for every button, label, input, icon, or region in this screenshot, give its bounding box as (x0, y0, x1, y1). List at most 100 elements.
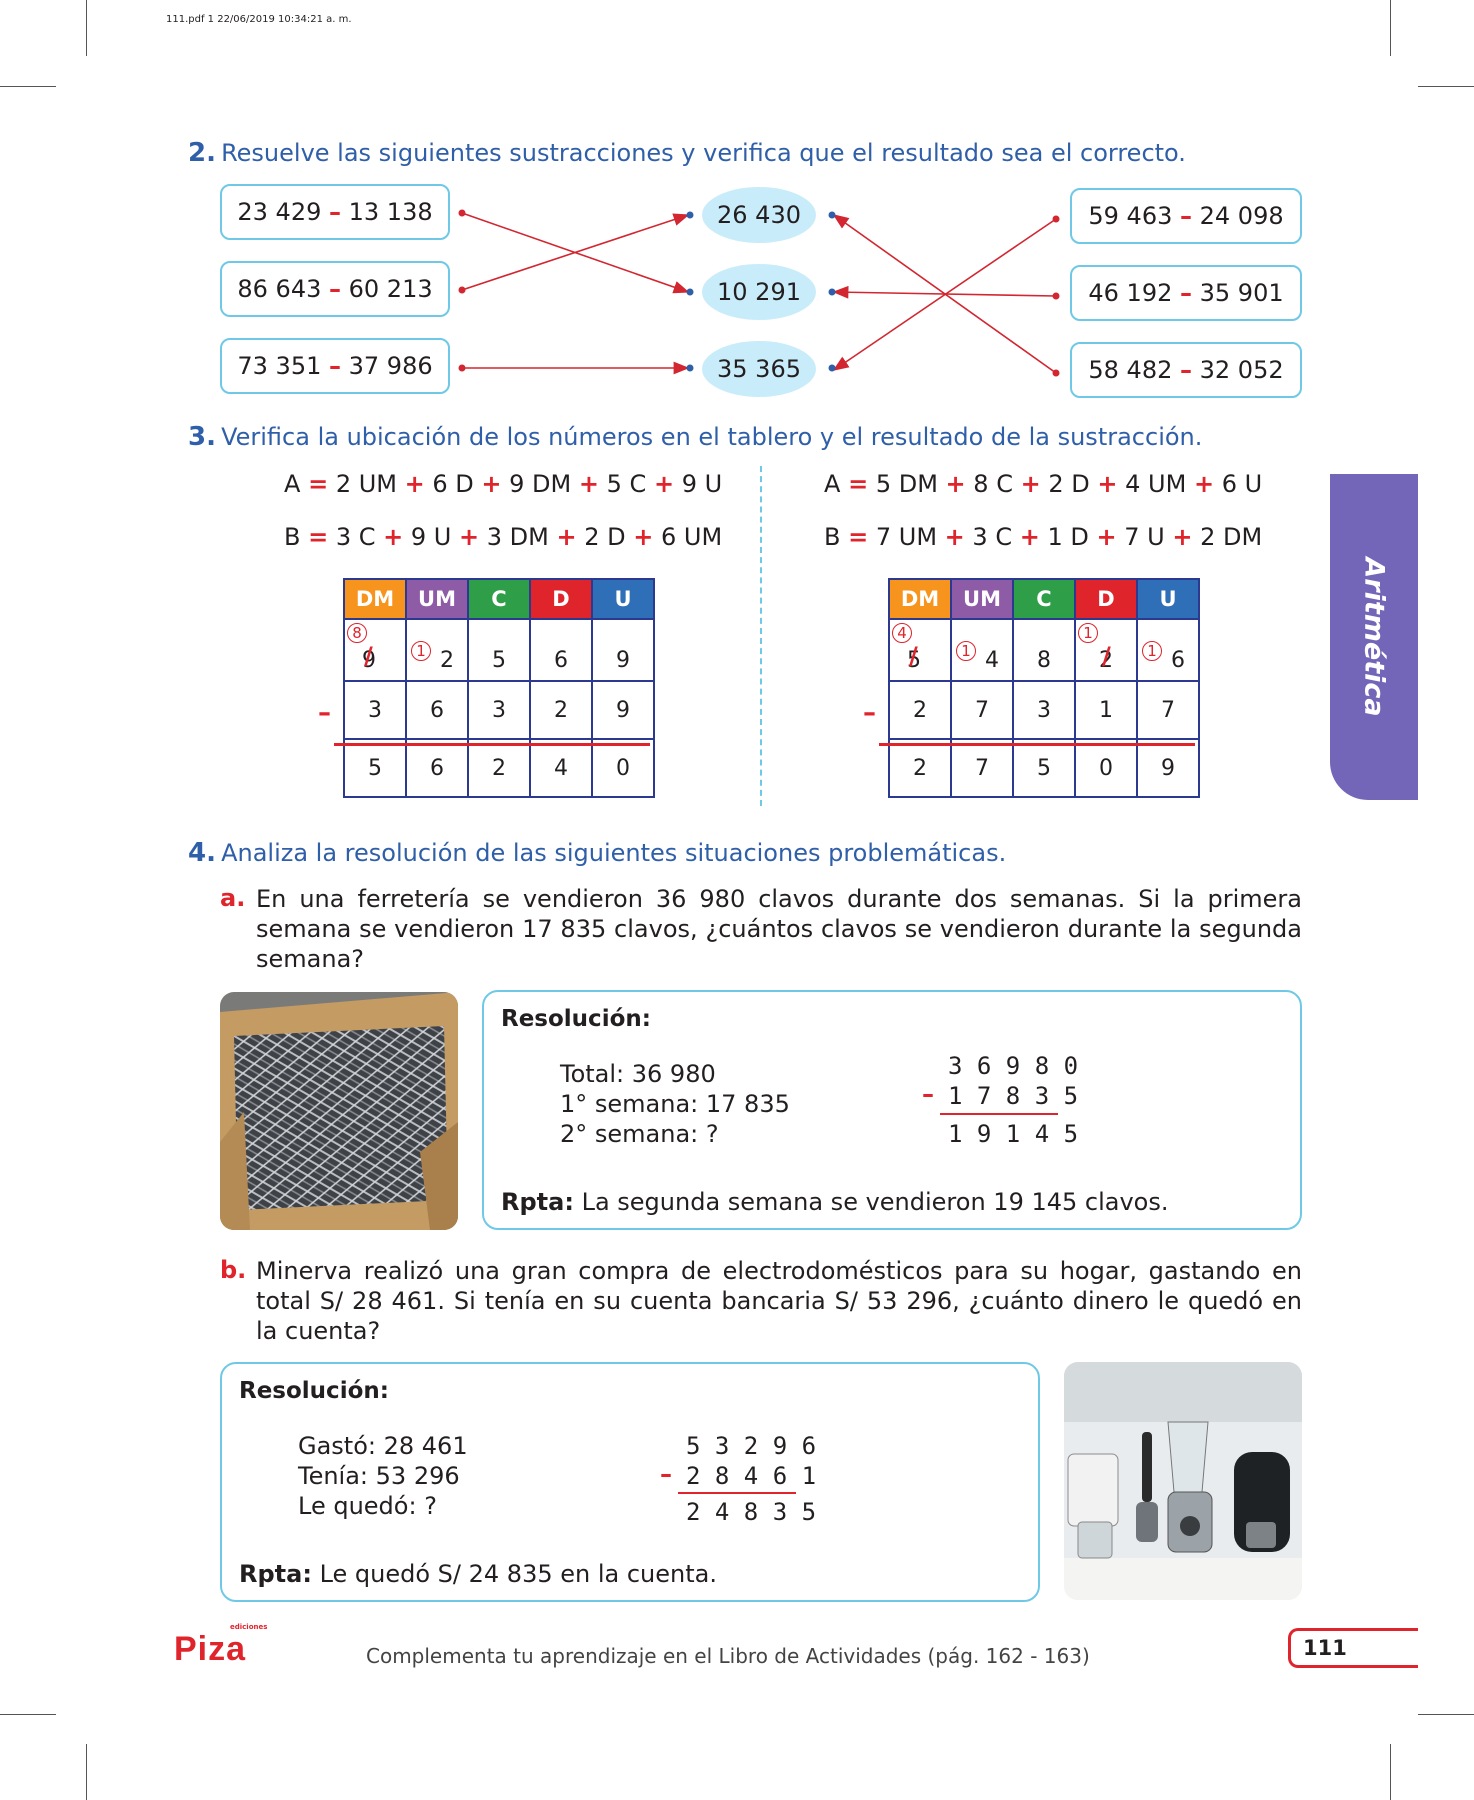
plus-sign: + (1172, 523, 1193, 551)
appliances-photo (1064, 1362, 1302, 1600)
page-number: 111 (1303, 1636, 1347, 1660)
plus-sign: + (653, 470, 675, 498)
col-header-um: UM (405, 578, 469, 620)
table-cell: 5 (467, 618, 531, 682)
formula-a-left: A = 2 UM + 6 D + 9 DM + 5 C + 9 U (284, 470, 722, 498)
equals-sign: = (848, 523, 869, 551)
strike-mark: / (1102, 642, 1111, 670)
formula-term: A (824, 470, 841, 498)
minus-sign: – (1180, 202, 1192, 230)
digit: 4 (985, 647, 999, 673)
formula-term: 2 DM (1200, 523, 1263, 551)
table-cell: 8 (1012, 618, 1076, 682)
red-dot (1052, 215, 1060, 223)
minuend: 46 192 (1088, 279, 1173, 307)
table-cell: 2 (888, 738, 952, 798)
place-value-table-left: DM UM C D U 8 9 / 1 2 5 6 9 3 6 3 2 9 5 … (343, 578, 655, 798)
subtraction-box: 58 482 – 32 052 (1070, 342, 1302, 398)
formula-term: 4 UM (1125, 470, 1187, 498)
carry-mark: 1 (1142, 641, 1162, 661)
result-value: 10 291 (717, 278, 801, 306)
plus-sign: + (383, 523, 404, 551)
digit: 2 (440, 647, 454, 673)
formula-a-right: A = 5 DM + 8 C + 2 D + 4 UM + 6 U (824, 470, 1262, 498)
digit: 9 (362, 647, 376, 673)
subtrahend: 37 986 (348, 352, 433, 380)
table-cell: 7 (1136, 680, 1200, 740)
plus-sign: + (1193, 470, 1215, 498)
answer-line: Rpta: Le quedó S/ 24 835 en la cuenta. (239, 1560, 717, 1588)
table-cell: 6 (405, 680, 469, 740)
red-dot (1052, 292, 1060, 300)
plus-sign: + (1020, 470, 1041, 498)
formula-term: A (284, 470, 301, 498)
logo-small-text: ediciones (230, 1623, 268, 1631)
minus-sign: – (1180, 279, 1192, 307)
equals-sign: = (308, 470, 329, 498)
resolution-box-b (220, 1362, 1040, 1602)
minuend: 59 463 (1088, 202, 1173, 230)
table-cell: 4 (529, 738, 593, 798)
table-cell: 6 (529, 618, 593, 682)
table-cell: 4 5 / (888, 618, 952, 682)
table-cell: 2 (529, 680, 593, 740)
data-line: Gastó: 28 461 (298, 1432, 468, 1460)
subtraction-line (940, 1113, 1058, 1115)
col-header-d: D (529, 578, 593, 620)
table-cell: 9 (591, 680, 655, 740)
table-cell: 9 (1136, 738, 1200, 798)
formula-term: 1 D (1047, 523, 1089, 551)
equals-sign: = (848, 470, 869, 498)
table-cell: 1 (1074, 680, 1138, 740)
data-line: 2° semana: ? (560, 1120, 719, 1148)
answer-text: Le quedó S/ 24 835 en la cuenta. (319, 1560, 717, 1588)
table-cell: 1 2 / (1074, 618, 1138, 682)
formula-term: 6 UM (661, 523, 723, 551)
problem-b-letter: b. (220, 1256, 247, 1284)
table-cell: 1 6 (1136, 618, 1200, 682)
table-cell: 8 9 / (343, 618, 407, 682)
answer-label: Rpta: (239, 1560, 312, 1588)
result-oval: 10 291 (702, 264, 816, 320)
minuend: 58 482 (1088, 356, 1173, 384)
table-cell: 1 4 (950, 618, 1014, 682)
red-dot (458, 286, 466, 294)
col-header-d: D (1074, 578, 1138, 620)
digit: 9 (616, 647, 630, 673)
table-cell: 3 (343, 680, 407, 740)
equals-sign: = (308, 523, 329, 551)
problem-a-text: En una ferretería se vendieron 36 980 cl… (256, 885, 1302, 973)
appliances-image (1064, 1362, 1302, 1600)
result-oval: 35 365 (702, 341, 816, 397)
plus-sign: + (1096, 523, 1117, 551)
col-header-u: U (1136, 578, 1200, 620)
file-stamp: 111.pdf 1 22/06/2019 10:34:21 a. m. (166, 14, 352, 25)
plus-sign: + (633, 523, 654, 551)
plus-sign: + (944, 523, 965, 551)
table-cell: 0 (591, 738, 655, 798)
result-line (334, 743, 650, 746)
table-cell: 9 (591, 618, 655, 682)
formula-b-left: B = 3 C + 9 U + 3 DM + 2 D + 6 UM (284, 523, 722, 551)
table-cell: 7 (950, 738, 1014, 798)
resolution-title: Resolución: (501, 1006, 651, 1032)
section-side-tab: Aritmética (1330, 474, 1418, 800)
digit: 5 (492, 647, 506, 673)
question-3: 3. Verifica la ubicación de los números … (188, 422, 1202, 452)
table-cell: 0 (1074, 738, 1138, 798)
table-cell: 5 (1012, 738, 1076, 798)
formula-term: 5 C (606, 470, 647, 498)
problem-a-letter: a. (220, 884, 246, 912)
formula-term: 2 D (584, 523, 626, 551)
minuend: 73 351 (237, 352, 322, 380)
result-value: 35 365 (717, 355, 801, 383)
crop-mark (1418, 1714, 1474, 1715)
formula-term: 6 D (432, 470, 474, 498)
minus-sign: – (329, 275, 341, 303)
table-cell: 2 (888, 680, 952, 740)
formula-term: 3 DM (486, 523, 549, 551)
footer-note: Complementa tu aprendizaje en el Libro d… (366, 1644, 1090, 1668)
crop-mark (1418, 86, 1474, 87)
minus-sign: – (863, 698, 876, 728)
table-cell: 2 (467, 738, 531, 798)
